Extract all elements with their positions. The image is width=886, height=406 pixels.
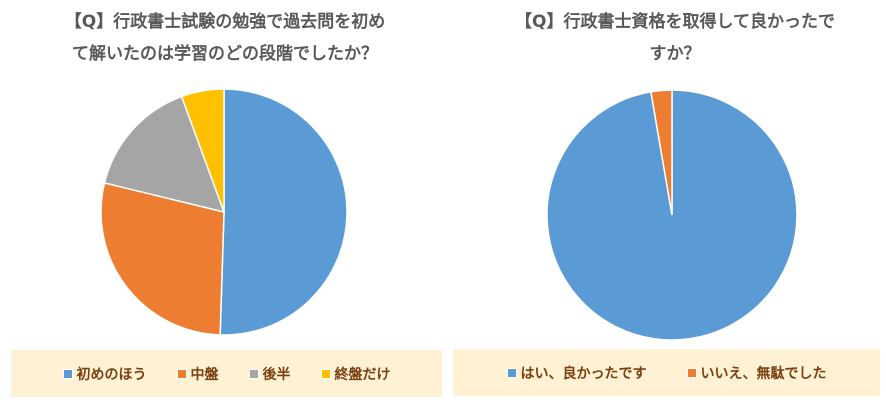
chart-2-title-line-1: 【Q】行政書士資格を取得して良かったで — [515, 12, 835, 32]
chart-1-legend-item: 終盤だけ — [320, 364, 391, 384]
legend-swatch — [506, 367, 517, 378]
legend-swatch — [248, 368, 259, 379]
legend-swatch — [320, 368, 331, 379]
chart-1-pie — [100, 88, 348, 336]
chart-2-title: 【Q】行政書士資格を取得して良かったで すか？ — [470, 6, 880, 70]
legend-swatch — [176, 368, 187, 379]
chart-2-legend-item: いいえ、無駄でした — [686, 363, 827, 383]
chart-1-legend-item: 中盤 — [176, 364, 219, 384]
chart-1-legend: 初めのほう 中盤 後半 終盤だけ — [11, 350, 442, 397]
chart-2-slice-2 — [650, 89, 673, 216]
chart-2-legend: はい、良かったです いいえ、無駄でした — [453, 349, 880, 396]
legend-label: 終盤だけ — [334, 366, 391, 383]
chart-1-title: 【Q】行政書士試験の勉強で過去問を初め て解いたのは学習のどの段階でしたか？ — [20, 6, 430, 70]
chart-1-slice-1 — [219, 88, 348, 336]
chart-1-legend-item: 初めのほう — [62, 364, 147, 384]
chart-1-slice-4 — [180, 88, 225, 213]
chart-2-pie — [546, 89, 798, 341]
legend-label: いいえ、無駄でした — [700, 365, 827, 382]
legend-swatch — [686, 367, 697, 378]
chart-1-title-line-1: 【Q】行政書士試験の勉強で過去問を初め — [64, 12, 386, 32]
chart-2-title-line-2: すか？ — [649, 44, 701, 64]
legend-label: 後半 — [262, 366, 291, 383]
legend-swatch — [62, 368, 73, 379]
chart-2-legend-item: はい、良かったです — [506, 363, 647, 383]
chart-1-title-line-2: て解いたのは学習のどの段階でしたか？ — [72, 44, 378, 64]
legend-label: 初めのほう — [76, 366, 147, 383]
chart-1-legend-item: 後半 — [248, 364, 291, 384]
legend-label: 中盤 — [190, 366, 219, 383]
chart-1-slice-3 — [103, 95, 226, 214]
legend-label: はい、良かったです — [520, 365, 647, 382]
chart-1-slice-2 — [100, 182, 225, 336]
